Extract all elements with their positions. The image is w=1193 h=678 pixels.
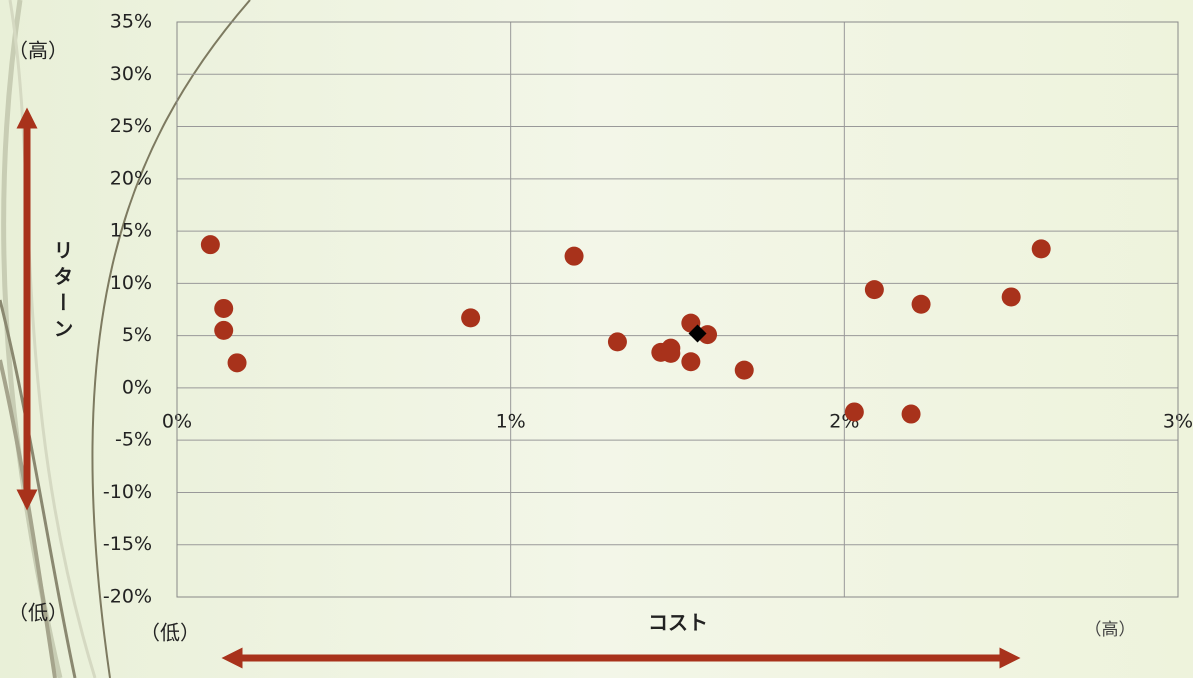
point	[734, 360, 754, 380]
point	[681, 352, 701, 372]
point	[227, 353, 247, 373]
point	[864, 280, 884, 300]
x-tick-label: 1%	[496, 411, 526, 433]
point	[911, 294, 931, 314]
point	[1001, 287, 1021, 307]
y-tick-label: 5%	[122, 324, 152, 346]
y-low-label: （低）	[8, 601, 68, 625]
plot-border	[176, 21, 1179, 598]
x-high-label: （高）	[1085, 620, 1136, 640]
diamond-point	[688, 324, 707, 343]
point	[214, 320, 234, 340]
y-tick-label: 0%	[122, 376, 152, 398]
y-tick-label: 30%	[110, 63, 152, 85]
point	[607, 332, 627, 352]
y-tick-label: 35%	[110, 11, 152, 33]
y-tick-label: -15%	[103, 533, 152, 555]
y-tick-label: 20%	[110, 167, 152, 189]
point	[461, 308, 481, 328]
point	[901, 404, 921, 424]
y-high-label: （高）	[8, 39, 68, 63]
point	[200, 235, 220, 255]
point	[661, 343, 681, 363]
x-axis-label: コスト	[648, 611, 708, 635]
y-tick-label: -10%	[103, 481, 152, 503]
y-tick-label: 15%	[110, 220, 152, 242]
y-tick-label: -5%	[115, 429, 152, 451]
y-tick-label: 10%	[110, 272, 152, 294]
point	[564, 246, 584, 266]
y-tick-label: 25%	[110, 115, 152, 137]
y-axis-label: リターン	[50, 240, 74, 344]
point	[844, 402, 864, 422]
x-low-label: （低）	[140, 621, 200, 645]
y-tick-label: -20%	[103, 586, 152, 608]
plot-area: 35%30%25%20%15%10%5%0%-5%-10%-15%-20%0% 1…	[103, 11, 1193, 608]
point	[1031, 239, 1051, 259]
point	[214, 298, 234, 318]
